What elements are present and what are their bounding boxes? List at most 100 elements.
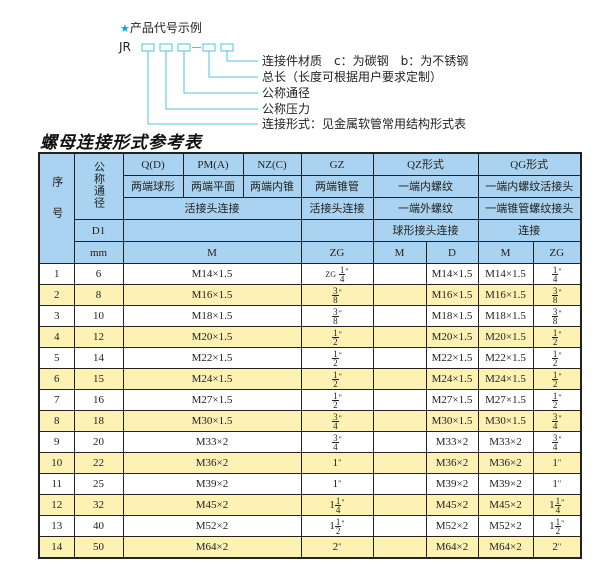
cell-qz-m [372,410,427,432]
cell-seq: 12 [38,494,75,516]
code-box [202,43,216,52]
cell-qg-m: M30×1.5 [477,410,534,432]
cell-qg-m: M64×2 [477,536,534,559]
header-gz: GZ [300,152,374,176]
leader-line [226,51,258,62]
cell-qz-m [372,347,427,369]
cell-dn: 50 [73,536,124,559]
cell-zg: 1 2 " [300,326,374,348]
cell-qg-zg: 1 2 " [532,326,582,348]
cell-m: M27×1.5 [122,389,302,411]
cell-seq: 8 [38,410,75,432]
leader-line [147,51,258,125]
cell-qg-m: M45×2 [477,494,534,516]
code-box [220,43,234,52]
cell-qg-m: M22×1.5 [477,347,534,369]
zg-whole: 1 [552,478,558,490]
cell-zg: 1" [300,452,374,474]
cell-qg-m: M36×2 [477,452,534,474]
zg-whole: 2 [332,541,339,553]
cell-qz-m [372,515,427,537]
header-qg-desc1: 一端内螺纹活接头 [477,175,582,198]
cell-qz-d: M24×1.5 [425,368,479,390]
cell-dn: 16 [73,389,124,411]
zg-whole: 1 [329,498,335,511]
cell-qz-d: M16×1.5 [425,284,479,306]
cell-m: M36×2 [122,452,302,474]
cell-qg-m: M16×1.5 [477,284,534,306]
cell-zg: 1 1 2 " [300,515,374,537]
cell-qg-zg: 3 8 " [532,305,582,327]
header-qz-d: D [425,241,479,264]
cell-qg-zg: 1 1 2 " [532,515,582,537]
cell-qz-d: M27×1.5 [425,389,479,411]
table-row: 3 10 M18×1.5 3 8 " M18×1.5 M18×1.5 3 8 " [38,305,582,327]
cell-zg: 1" [300,473,374,495]
header-pm-desc: 两端平面 [182,175,244,198]
zg-whole: 1 [329,519,335,532]
header-d1: D1 [73,219,124,242]
zg-whole: 1 [552,457,558,469]
cell-zg: 3 8 " [300,284,374,306]
label-pressure: 公称压力 [262,102,311,116]
cell-qg-zg: 1 2 " [532,347,582,369]
cell-qz-m [372,452,427,474]
cell-qz-d: M20×1.5 [425,326,479,348]
cell-m: M45×2 [122,494,302,516]
header-gz-union: 活接头连接 [300,197,374,220]
header-m: M [122,241,302,264]
cell-qz-d: M52×2 [425,515,479,537]
header-q-desc: 两端球形 [122,175,184,198]
cell-m: M30×1.5 [122,410,302,432]
cell-qg-zg: 2" [532,536,582,559]
leader-line [183,51,258,94]
cell-qg-m: M18×1.5 [477,305,534,327]
cell-dn: 15 [73,368,124,390]
cell-zg: ZG 1 4 " [300,263,374,285]
label-diameter: 公称通径 [262,86,311,100]
cell-qz-m [372,473,427,495]
cell-qz-d: M64×2 [425,536,479,559]
cell-qz-m [372,389,427,411]
header-zg: ZG [300,241,374,264]
code-box [141,43,155,52]
cell-qz-m [372,536,427,559]
cell-qz-d: M30×1.5 [425,410,479,432]
cell-zg: 2" [300,536,374,559]
code-prefix: JR [119,40,131,54]
cell-qg-zg: 1 2 " [532,368,582,390]
cell-qz-m [372,326,427,348]
cell-m: M64×2 [122,536,302,559]
cell-dn: 6 [73,263,124,285]
cell-qg-m: M39×2 [477,473,534,495]
table-row: 8 18 M30×1.5 3 4 " M30×1.5 M30×1.5 3 4 " [38,410,582,432]
label-material: 连接件材质 c：为碳钢 b：为不锈钢 [262,54,469,68]
cell-qg-zg: 1" [532,452,582,474]
header-qg-zg: ZG [532,241,582,264]
example-title: ★产品代号示例 [120,19,202,36]
zg-whole: 2 [552,541,558,553]
cell-m: M24×1.5 [122,368,302,390]
header-qz-desc1: 一端内螺纹 [372,175,479,198]
table-row: 12 32 M45×2 1 1 4 " M45×2 M45×2 1 1 4 " [38,494,582,516]
cell-qz-d: M18×1.5 [425,305,479,327]
cell-m: M16×1.5 [122,284,302,306]
cell-m: M20×1.5 [122,326,302,348]
header-qg-desc2: 一端锥管螺纹接头 [477,197,582,220]
cell-qz-d: M39×2 [425,473,479,495]
header-pm: PM(A) [182,152,244,176]
cell-m: M14×1.5 [122,263,302,285]
table-title: 螺母连接形式参考表 [40,133,202,153]
table-row: 1 6 M14×1.5 ZG 1 4 " M14×1.5 M14×1.5 1 4 " [38,263,582,285]
cell-qz-m [372,368,427,390]
cell-qg-zg: 3 8 " [532,284,582,306]
table-row: 6 15 M24×1.5 1 2 " M24×1.5 M24×1.5 1 2 " [38,368,582,390]
code-box [177,43,191,52]
